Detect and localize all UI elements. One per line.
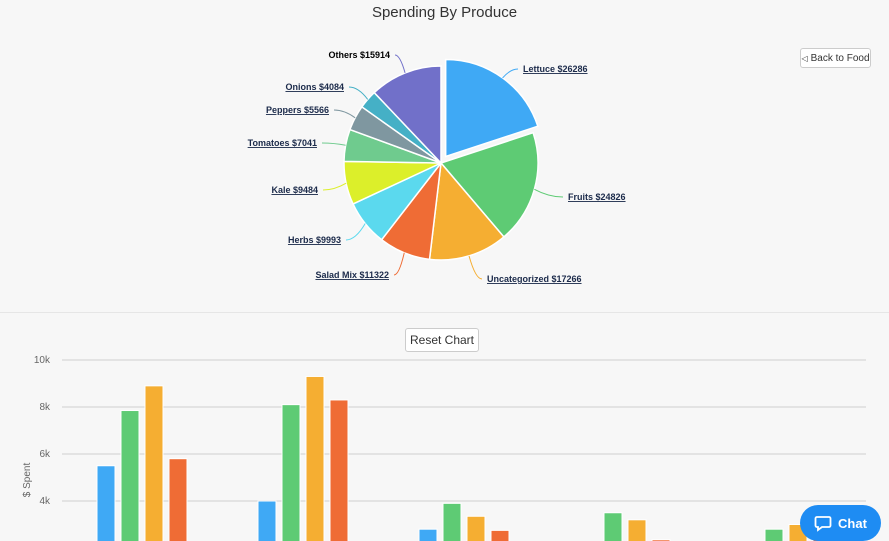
chat-bubble-icon [814,516,832,532]
bar[interactable] [651,539,671,541]
pie-connector [468,255,483,280]
pie-label[interactable]: Lettuce $26286 [523,64,588,74]
bar[interactable] [305,375,325,541]
pie-slice-others[interactable] [373,65,442,165]
bar[interactable] [144,385,164,541]
back-arrow-icon: ◁ [801,53,808,63]
divider [0,312,889,313]
bar[interactable] [96,465,116,541]
bar[interactable] [764,528,784,541]
pie-slice-lettuce[interactable] [444,58,539,158]
bar[interactable] [257,500,277,541]
pie-label[interactable]: Tomatoes $7041 [248,138,317,148]
pie-label[interactable]: Others $15914 [328,50,390,60]
y-axis-label: $ Spent [22,463,33,498]
bar[interactable] [281,404,301,541]
bar[interactable] [466,515,486,541]
pie-label[interactable]: Salad Mix $11322 [315,270,389,280]
bar[interactable] [120,410,140,541]
chat-button[interactable]: Chat [800,505,881,541]
back-label: Back to Food [810,52,870,64]
pie-connector [534,188,564,198]
pie-connector [502,68,519,79]
pie-connector [333,109,356,119]
chart-title: Spending By Produce [371,4,518,21]
bar[interactable] [627,519,647,541]
chat-label: Chat [838,515,867,531]
pie-chart: Lettuce $26286 Fruits $24826 Uncategorized… [248,50,626,284]
y-tick-label: 4k [39,496,51,507]
pie-connector [394,54,406,74]
y-tick-label: 10k [34,355,51,366]
bar[interactable] [442,502,462,541]
pie-connector [393,252,405,276]
bar[interactable] [329,399,349,541]
bar[interactable] [168,458,188,541]
bar[interactable] [418,528,438,541]
pie-connector [322,182,347,191]
pie-connector [345,223,366,241]
pie-label[interactable]: Onions $4084 [285,82,344,92]
y-tick-label: 8k [39,402,51,413]
reset-chart-button[interactable]: Reset Chart [405,328,479,352]
pie-label[interactable]: Peppers $5566 [266,105,329,115]
pie-label[interactable]: Uncategorized $17266 [487,274,582,284]
bar[interactable] [603,512,623,541]
y-tick-label: 6k [39,449,51,460]
pie-label[interactable]: Fruits $24826 [568,192,626,202]
pie-connector [321,142,346,146]
pie-label[interactable]: Kale $9484 [271,185,318,195]
bar[interactable] [490,529,510,541]
pie-label[interactable]: Herbs $9993 [288,235,341,245]
pie-connector [348,86,369,100]
back-to-food-button[interactable]: ◁ Back to Food [800,48,871,68]
pie-slice-fruits[interactable] [439,131,539,238]
